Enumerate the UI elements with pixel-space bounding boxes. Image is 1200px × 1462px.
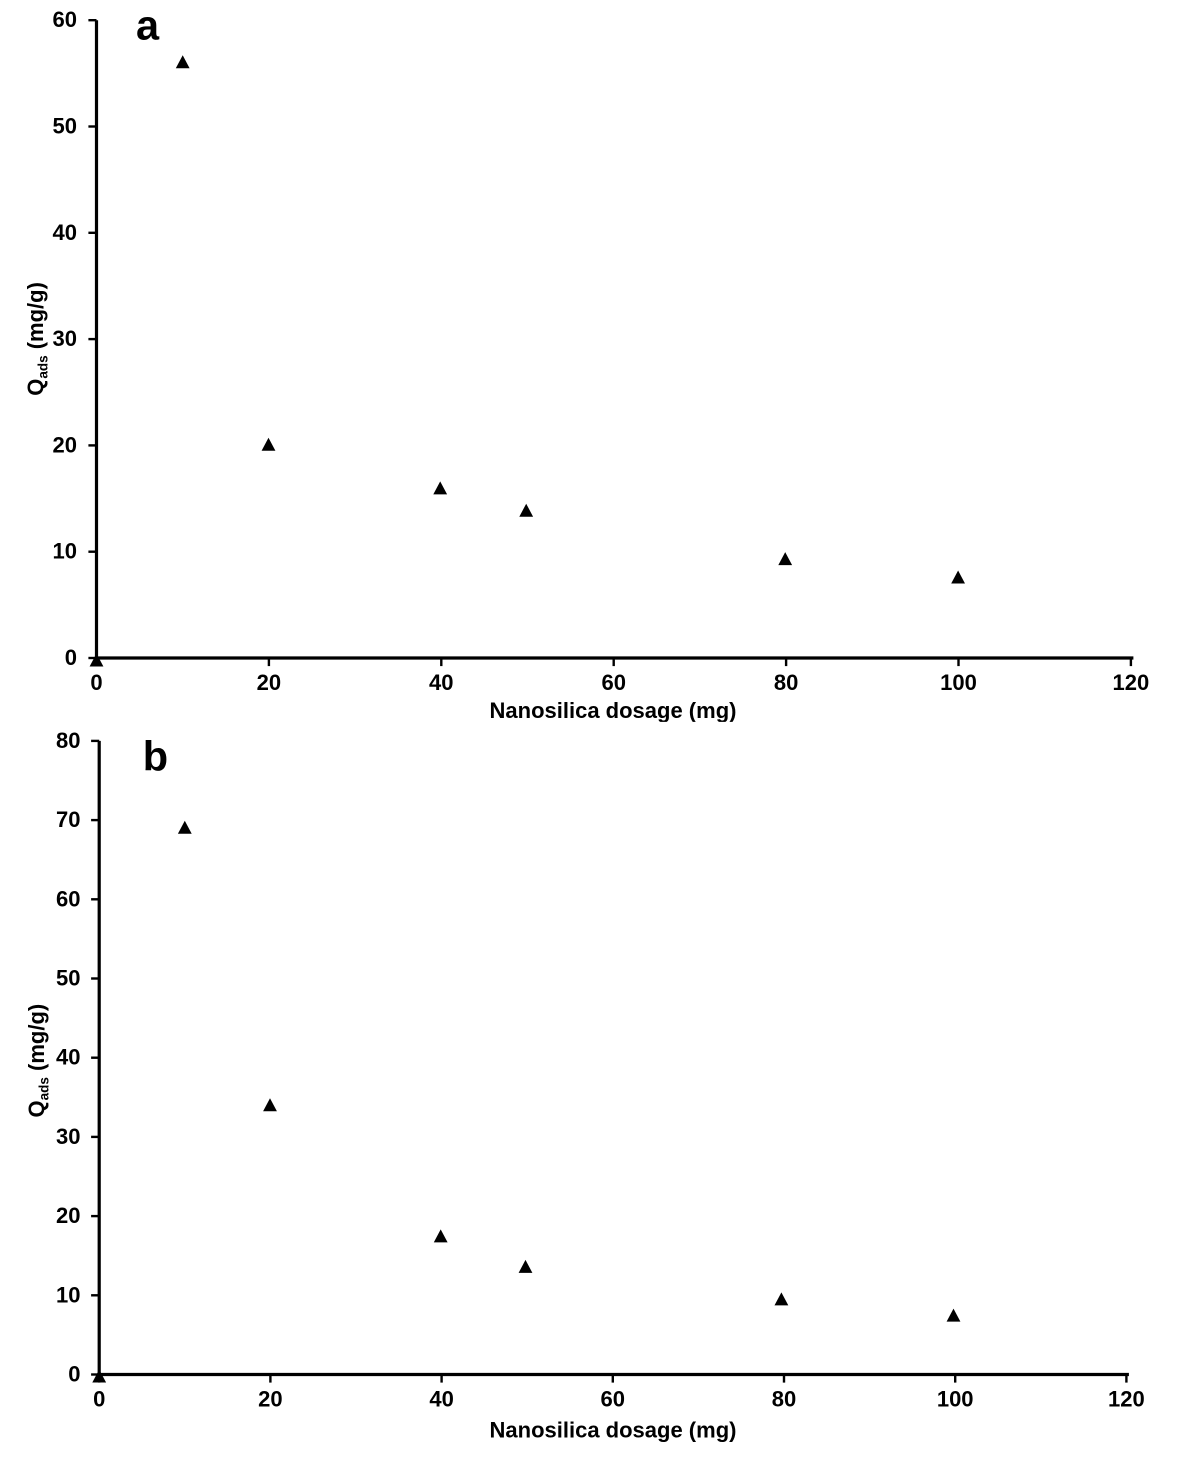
svg-text:20: 20	[258, 1386, 282, 1411]
svg-text:40: 40	[429, 670, 453, 695]
svg-text:40: 40	[429, 1386, 453, 1411]
svg-text:80: 80	[56, 728, 80, 753]
svg-text:40: 40	[53, 220, 77, 245]
svg-text:Qads (mg/g): Qads (mg/g)	[24, 1004, 52, 1118]
svg-text:10: 10	[56, 1282, 80, 1307]
svg-text:50: 50	[56, 966, 80, 991]
svg-text:Qads (mg/g): Qads (mg/g)	[23, 282, 51, 396]
svg-text:50: 50	[53, 114, 77, 139]
svg-text:30: 30	[53, 326, 77, 351]
svg-text:0: 0	[68, 1362, 80, 1387]
svg-text:60: 60	[601, 1386, 625, 1411]
svg-text:Nanosilica dosage (mg): Nanosilica dosage (mg)	[490, 1417, 737, 1442]
svg-text:10: 10	[53, 539, 77, 564]
svg-text:20: 20	[56, 1203, 80, 1228]
svg-text:120: 120	[1113, 670, 1150, 695]
svg-text:0: 0	[93, 1386, 105, 1411]
svg-text:a: a	[136, 2, 160, 49]
svg-text:40: 40	[56, 1045, 80, 1070]
svg-text:b: b	[143, 732, 168, 779]
svg-text:60: 60	[601, 670, 625, 695]
svg-text:100: 100	[937, 1386, 974, 1411]
svg-text:60: 60	[53, 7, 77, 32]
svg-text:Nanosilica dosage (mg): Nanosilica dosage (mg)	[490, 698, 737, 723]
svg-text:80: 80	[774, 670, 798, 695]
svg-text:0: 0	[65, 645, 77, 670]
svg-text:120: 120	[1108, 1386, 1145, 1411]
svg-text:80: 80	[772, 1386, 796, 1411]
svg-text:0: 0	[90, 670, 102, 695]
svg-text:30: 30	[56, 1124, 80, 1149]
svg-text:20: 20	[257, 670, 281, 695]
svg-text:100: 100	[940, 670, 977, 695]
svg-text:20: 20	[53, 432, 77, 457]
svg-text:70: 70	[56, 807, 80, 832]
svg-text:60: 60	[56, 886, 80, 911]
